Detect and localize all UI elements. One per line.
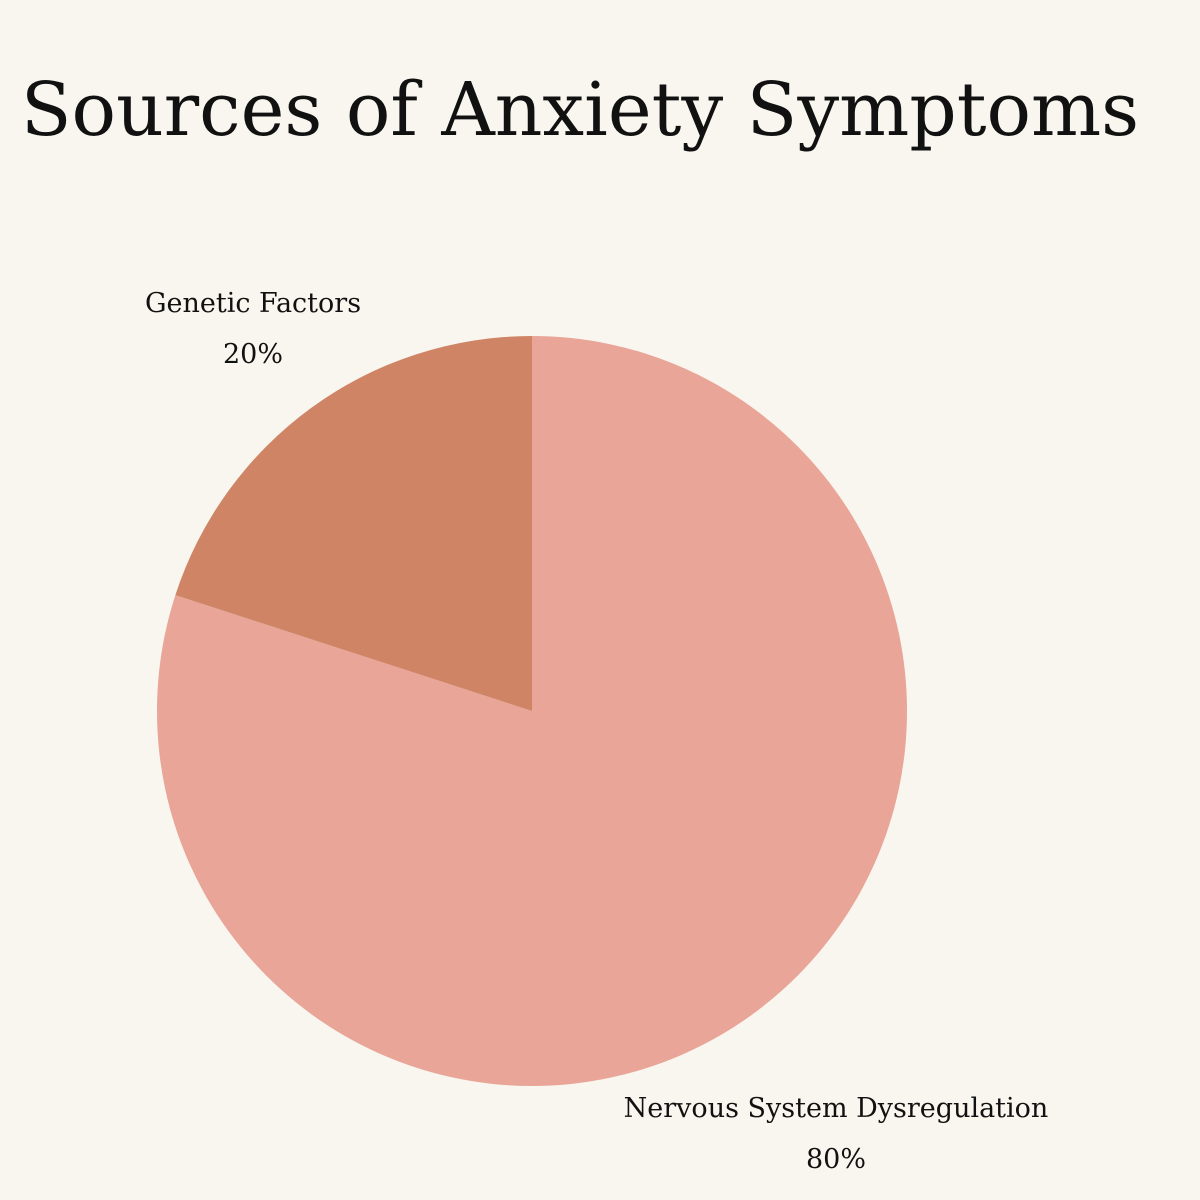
slice-value-label: 80% (806, 1144, 866, 1175)
chart-title: Sources of Anxiety Symptoms (20, 67, 1140, 153)
pie-slice-genetic-factors (175, 336, 532, 711)
slice-label: Genetic Factors (145, 288, 361, 319)
pie-labels: Nervous System Dysregulation 80% Genetic F… (145, 288, 1048, 1175)
pie-slices (157, 336, 908, 1086)
slice-value-label: 20% (223, 339, 283, 370)
slice-label: Nervous System Dysregulation (624, 1093, 1049, 1124)
